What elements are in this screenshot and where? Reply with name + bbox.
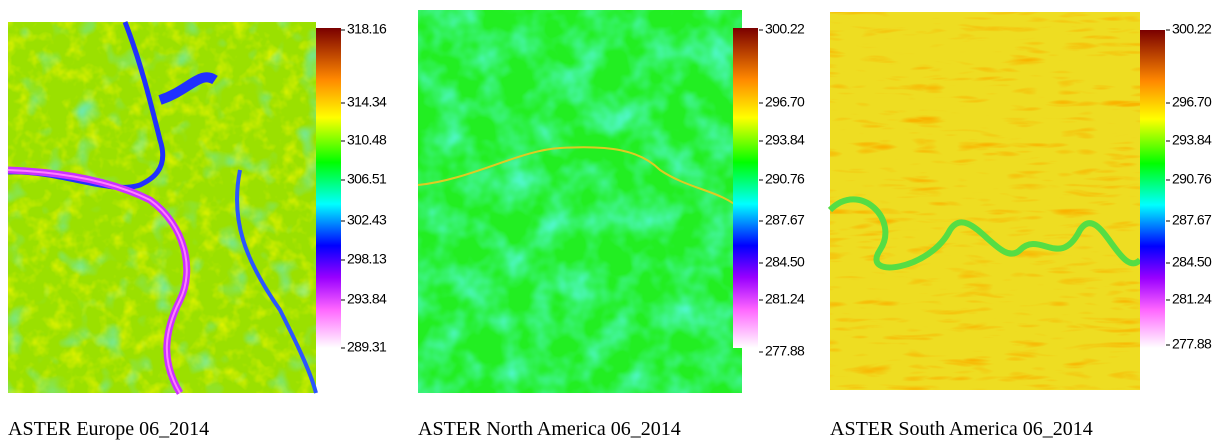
colorbar-tick-label: 287.67 (1172, 212, 1212, 228)
colorbar-tick-label: 293.84 (347, 291, 387, 307)
colorbar-tick-label: 300.22 (1172, 21, 1212, 37)
colorbar-tick-label: 306.51 (347, 171, 387, 187)
colorbar-tick-label: 296.70 (765, 94, 805, 110)
colorbar-tick-label: 284.50 (1172, 254, 1212, 270)
colorbar-tick-label: 289.31 (347, 339, 387, 355)
colorbar-tick-label: 310.48 (347, 132, 387, 148)
caption: ASTER North America 06_2014 (418, 418, 681, 440)
colorbar-tick-label: 293.84 (1172, 132, 1212, 148)
colorbar-tick-label: 281.24 (1172, 291, 1212, 307)
colorbar-tick-label: 277.88 (765, 343, 805, 359)
caption: ASTER South America 06_2014 (830, 418, 1093, 440)
colorbar-tick-label: 284.50 (765, 254, 805, 270)
image-south-america (827, 12, 1143, 390)
colorbar-tick-label: 290.76 (1172, 171, 1212, 187)
colorbar-tick-label: 277.88 (1172, 336, 1212, 352)
colorbar-tick-label: 287.67 (765, 212, 805, 228)
colorbar-tick-label: 293.84 (765, 132, 805, 148)
image-north-america (417, 10, 743, 393)
caption: ASTER Europe 06_2014 (8, 418, 209, 440)
colorbar-tick-label: 290.76 (765, 171, 805, 187)
colorbar (316, 28, 341, 348)
colorbar-tick-label: 318.16 (347, 21, 387, 37)
colorbar-tick-label: 302.43 (347, 212, 387, 228)
colorbar-tick-label: 296.70 (1172, 94, 1212, 110)
colorbar-tick-label: 300.22 (765, 21, 805, 37)
image-europe (7, 21, 318, 395)
colorbar-tick-label: 314.34 (347, 94, 387, 110)
colorbar (733, 28, 758, 348)
colorbar-tick-label: 281.24 (765, 291, 805, 307)
colorbar (1140, 30, 1165, 348)
colorbar-tick-label: 298.13 (347, 251, 387, 267)
